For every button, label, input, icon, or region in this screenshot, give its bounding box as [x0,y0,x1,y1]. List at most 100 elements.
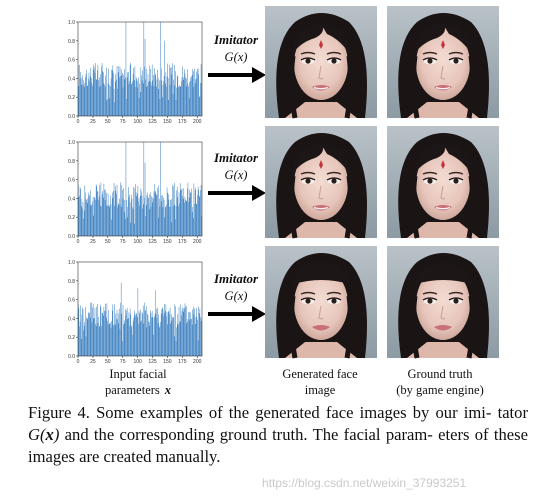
bar [85,307,86,356]
bar [173,186,174,236]
x-tick-label: 75 [120,359,126,365]
bar [114,205,115,236]
bar [165,304,167,356]
bar [97,70,98,116]
left-eye-lash [300,57,316,61]
bar [119,308,120,356]
bar [83,321,85,356]
bar [159,99,161,116]
bar [182,198,184,236]
bar [96,306,97,356]
bar [150,206,152,236]
bar [156,194,157,236]
bar [146,327,148,356]
bar [101,66,102,116]
bar [83,87,85,116]
bar [187,188,188,236]
bar [157,217,159,236]
bar [158,88,159,116]
bar [173,336,175,356]
bar [121,75,123,116]
forehead-mark [319,40,323,49]
left-eyebrow [300,291,316,295]
bar [142,83,144,116]
bar [101,63,103,116]
bar [106,317,107,356]
right-eye-iris [453,298,459,304]
bar [79,321,81,356]
neck [407,342,479,358]
bar [100,306,102,356]
right-eye-iris [331,178,337,184]
bar [108,310,109,356]
bar [163,312,165,356]
bar [107,83,109,116]
bar [151,196,152,236]
bar [128,187,129,236]
plot-frame [77,141,203,237]
bar [164,217,165,236]
bar [156,79,158,116]
bar [156,195,158,236]
bar [160,313,162,356]
bar [107,324,109,356]
bar [188,202,189,236]
bar [148,80,150,116]
bar [131,194,132,236]
bar [128,71,129,116]
face [416,28,470,100]
bar [103,72,104,116]
bar [150,310,151,356]
bar [151,85,152,116]
x-tick-label: 125 [148,119,157,125]
bar [171,74,173,116]
bar [97,303,98,356]
bar [148,198,149,236]
left-eye-lash [422,57,438,61]
bar [120,182,121,236]
teeth [435,206,451,210]
bar [105,75,106,116]
bar [175,219,176,236]
bar [126,199,127,236]
bar [78,86,80,116]
bar [139,313,140,356]
right-eye-lash [326,57,342,61]
bar [151,197,153,236]
right-eye-lash [448,177,464,181]
bar [98,196,100,236]
bar [110,195,111,236]
bar [89,205,91,236]
bar [100,74,101,116]
bar [114,81,116,116]
bar [132,81,133,116]
bar [113,89,115,116]
bar [175,206,177,236]
bar [172,206,174,236]
bar [91,83,93,116]
right-eyebrow [326,171,342,175]
bar [192,206,193,236]
left-eyebrow [422,171,438,175]
right-hair-strand [344,175,354,239]
bar [125,22,127,116]
bar [179,203,180,236]
bar [144,302,145,356]
bar [164,40,165,116]
x-tick-label: 125 [148,239,157,245]
bar [150,312,152,356]
bar [137,317,138,356]
bar [90,190,92,236]
bar [154,192,156,236]
bar [123,188,124,236]
bar [173,64,175,116]
bar [116,318,117,356]
bar [142,208,143,236]
bar [89,313,90,356]
bar [182,307,183,356]
bar [138,197,140,236]
bar [178,86,179,116]
bar [166,316,167,356]
bar [157,77,159,116]
